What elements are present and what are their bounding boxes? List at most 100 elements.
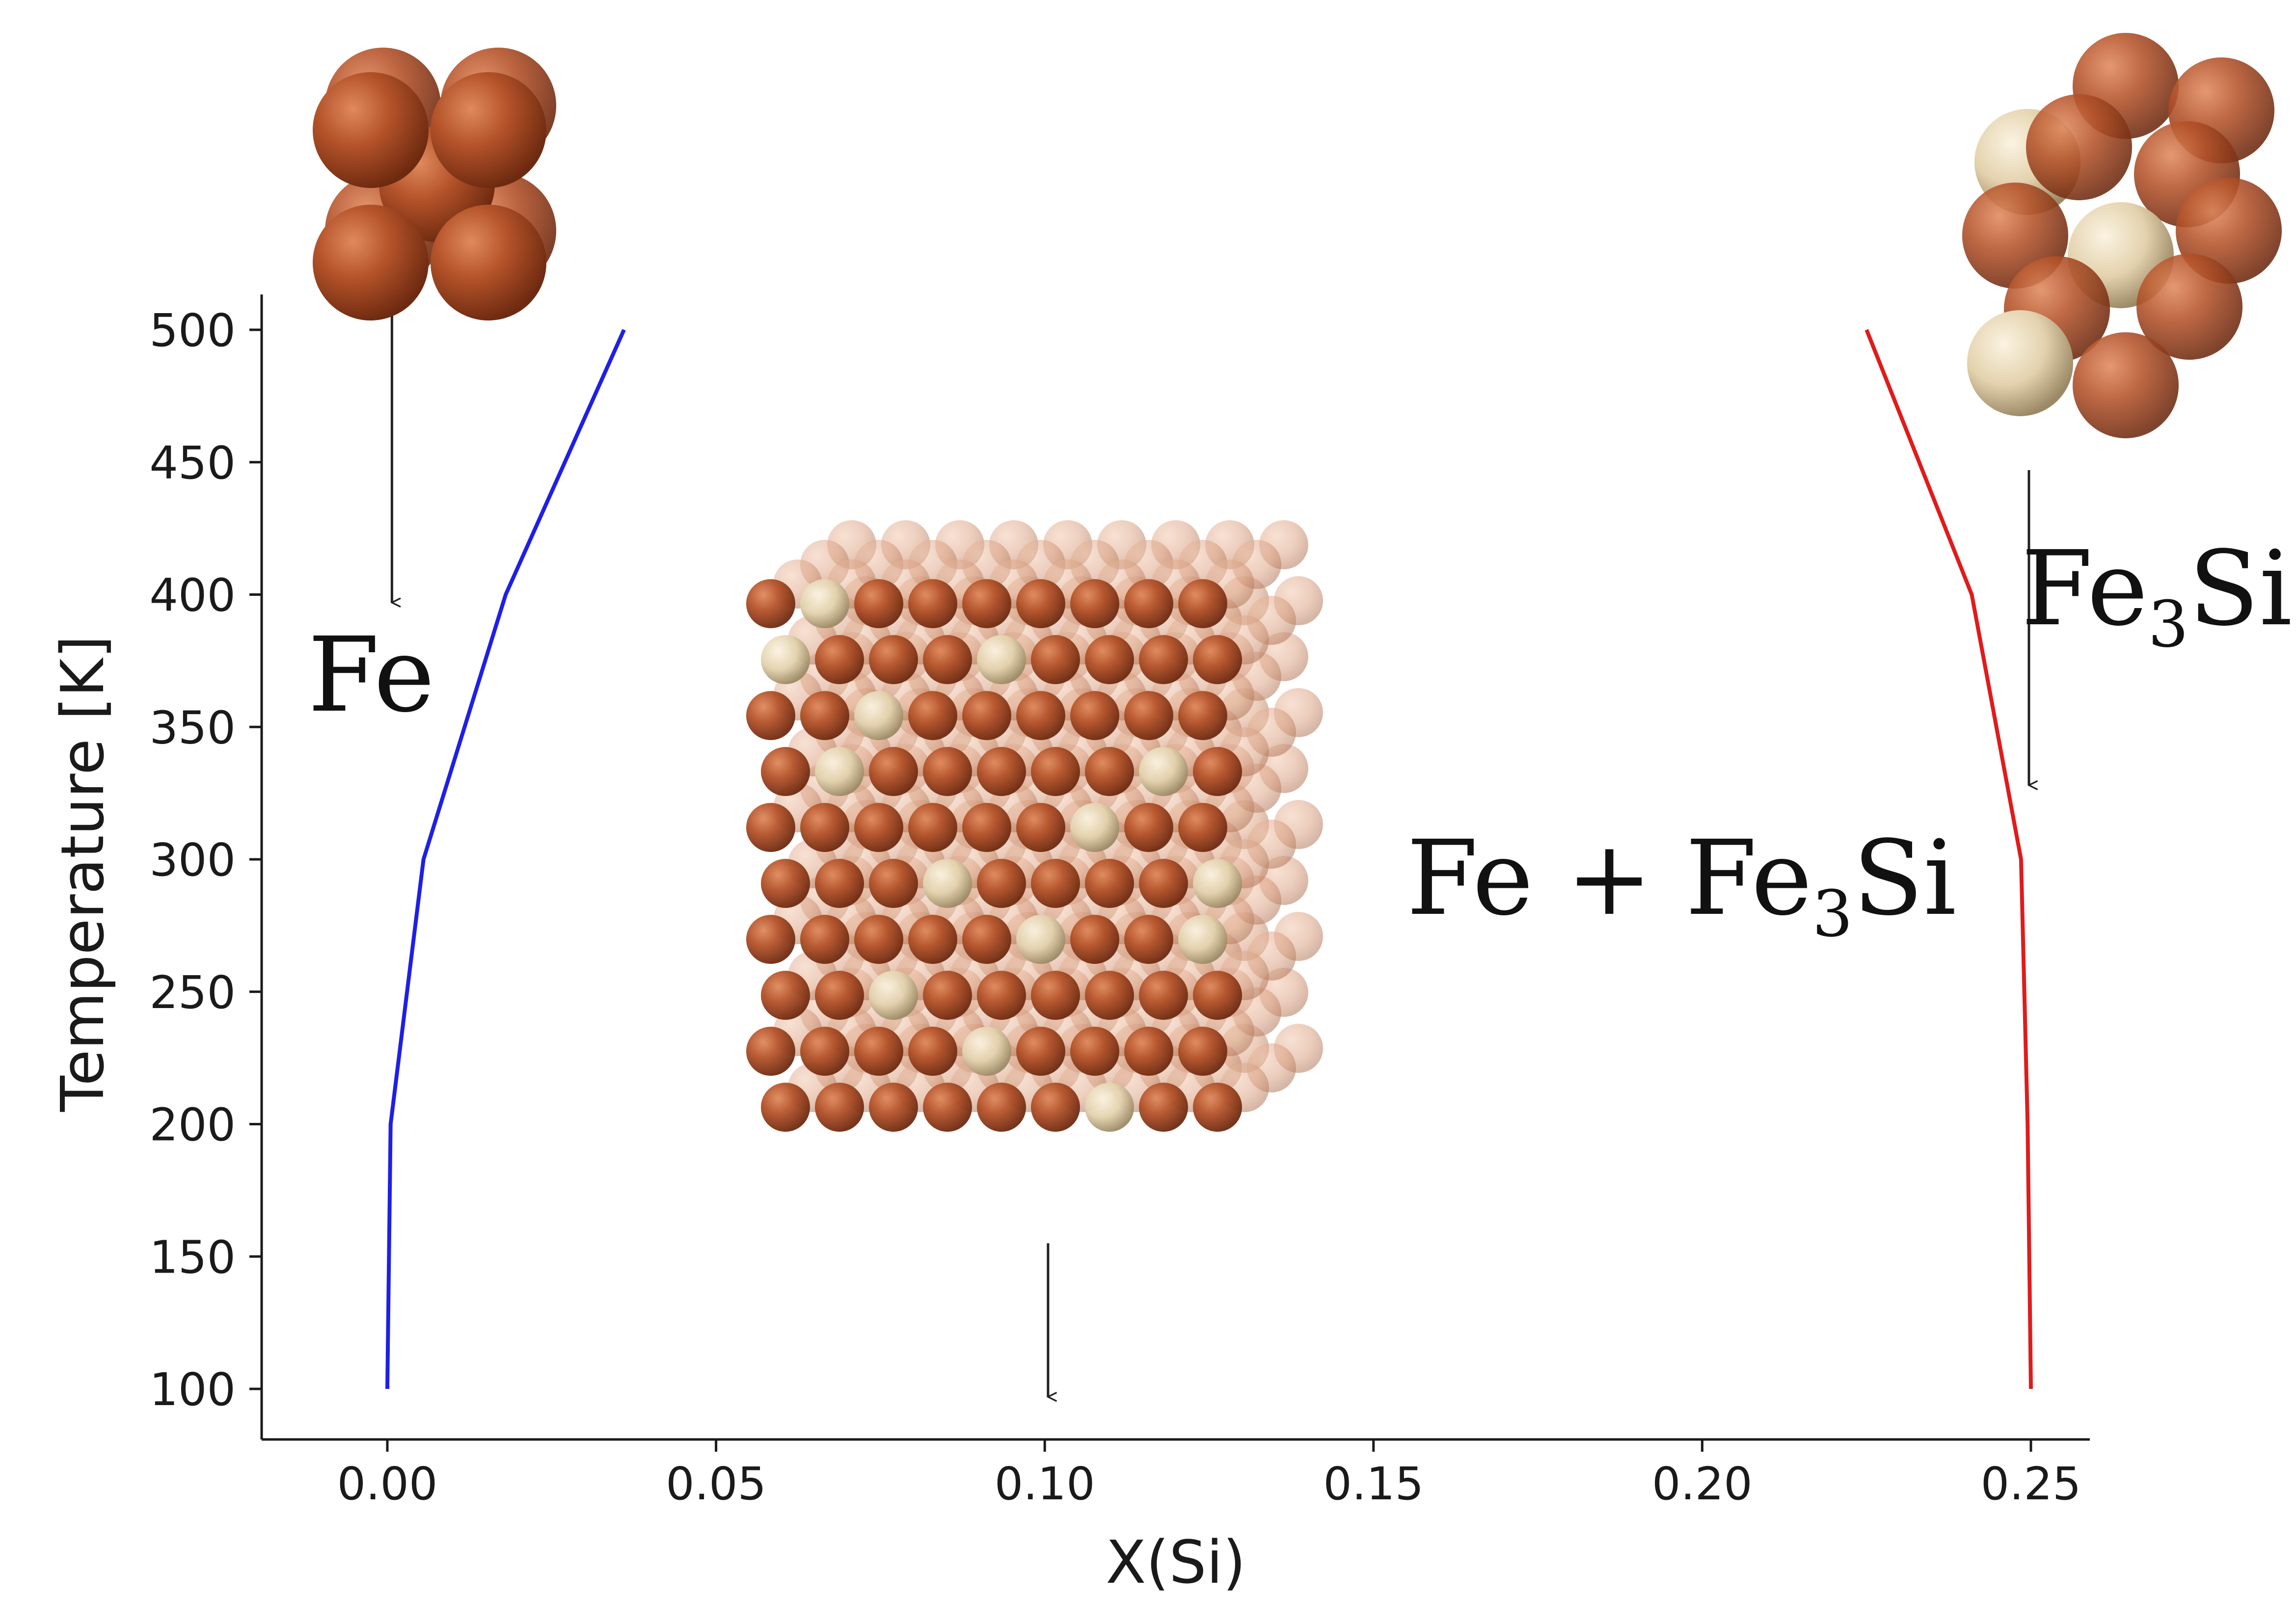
si-atom <box>1967 310 2073 416</box>
fe-atom <box>2026 94 2132 200</box>
y-tick-label: 250 <box>149 966 236 1019</box>
fe-fe3si-supercell-image <box>746 520 1323 1132</box>
fe-atom <box>761 859 810 908</box>
fe-atom <box>815 971 864 1020</box>
fe-atom <box>977 747 1026 796</box>
two-phase-label-main: Fe + Fe <box>1406 818 1812 938</box>
si-atom <box>1016 915 1065 964</box>
fe-atom <box>1193 971 1242 1020</box>
fe-atom <box>746 803 795 852</box>
fe-atom <box>431 72 546 188</box>
fe-atom <box>1085 971 1134 1020</box>
fe-atom <box>1070 915 1119 964</box>
fe-atom <box>923 1083 972 1132</box>
fe-atom <box>800 691 849 740</box>
fe3si-label-sub: 3 <box>2148 587 2189 662</box>
fe-atom <box>908 1027 957 1076</box>
fe-atom <box>962 915 1011 964</box>
si-atom <box>962 1027 1011 1076</box>
fe-atom <box>977 1083 1026 1132</box>
fe-atom <box>1139 971 1188 1020</box>
x-axis-title: X(Si) <box>1106 1529 1245 1597</box>
two-phase-label-sub: 3 <box>1812 877 1853 951</box>
fe-atom <box>1124 915 1173 964</box>
series-layer <box>385 329 2033 1389</box>
si-atom <box>1178 915 1227 964</box>
fe-atom <box>1085 635 1134 684</box>
fe-atom <box>1178 691 1227 740</box>
fe-atom <box>800 1027 849 1076</box>
fe-atom <box>1070 1027 1119 1076</box>
fe-atom <box>761 1083 810 1132</box>
si-atom <box>1193 859 1242 908</box>
fe-atom <box>1031 1083 1080 1132</box>
si-atom <box>800 579 849 628</box>
fe-atom <box>1139 859 1188 908</box>
fe-atom <box>1031 971 1080 1020</box>
y-tick-label: 400 <box>149 569 236 622</box>
fe-atom <box>908 691 957 740</box>
fe-atom <box>977 859 1026 908</box>
x-tick-label: 0.10 <box>995 1458 1095 1510</box>
fe-atom <box>1031 635 1080 684</box>
x-tick-label: 0.05 <box>666 1458 766 1510</box>
x-ticks: 0.00 0.05 0.10 0.15 0.20 0.25 <box>337 1439 2081 1510</box>
fe-atom <box>869 1083 918 1132</box>
si-atom <box>1070 803 1119 852</box>
y-tick-label: 100 <box>149 1363 236 1416</box>
fe-atom <box>854 579 903 628</box>
si-atom <box>815 747 864 796</box>
fe-atom <box>869 635 918 684</box>
fe3si-cell-image <box>1962 33 2282 438</box>
fe-atom <box>1070 691 1119 740</box>
fe-phase-label: Fe <box>308 615 435 735</box>
fe-atom <box>761 747 810 796</box>
fe-atom <box>1124 691 1173 740</box>
fe-atom <box>313 205 429 320</box>
fe-atom <box>962 691 1011 740</box>
fe-atom <box>854 803 903 852</box>
fe-atom <box>815 635 864 684</box>
y-ticks: 100 150 200 250 300 350 400 450 500 <box>149 304 262 1416</box>
fe-atom <box>746 915 795 964</box>
fe-atom <box>923 635 972 684</box>
fe-atom <box>1016 691 1065 740</box>
fe-atom <box>761 971 810 1020</box>
two-phase-label-tail: Si <box>1853 818 1956 938</box>
si-atom <box>869 971 918 1020</box>
si-atom <box>761 635 810 684</box>
fe-atom <box>908 579 957 628</box>
series-0-line <box>385 329 626 1389</box>
si-atom <box>923 859 972 908</box>
fe-atom <box>962 579 1011 628</box>
fe-atom <box>2073 332 2179 438</box>
fe-atom <box>746 1027 795 1076</box>
y-tick-label: 350 <box>149 701 236 754</box>
fe-atom <box>854 1027 903 1076</box>
fe-atom <box>908 915 957 964</box>
fe-atom <box>977 971 1026 1020</box>
axes <box>260 294 2090 1441</box>
fe-atom <box>2136 254 2242 360</box>
x-tick-label: 0.20 <box>1652 1458 1753 1510</box>
fe-atom <box>815 1083 864 1132</box>
si-atom <box>1139 747 1188 796</box>
si-atom <box>977 635 1026 684</box>
fe-atom <box>1178 803 1227 852</box>
fe-atom <box>908 803 957 852</box>
y-tick-label: 500 <box>149 304 236 357</box>
fe-atom <box>869 747 918 796</box>
fe-atom <box>1124 1027 1173 1076</box>
fe-atom <box>923 747 972 796</box>
fe-atom <box>1139 1083 1188 1132</box>
fe3si-label-tail: Si <box>2188 529 2292 649</box>
fe-atom <box>1016 579 1065 628</box>
y-tick-label: 450 <box>149 437 236 489</box>
x-tick-label: 0.15 <box>1323 1458 1424 1510</box>
fe-atom <box>1031 747 1080 796</box>
fe-atom <box>869 859 918 908</box>
fe-atom <box>746 579 795 628</box>
y-axis-title: Temperature [K] <box>49 636 117 1113</box>
fe-atom <box>800 915 849 964</box>
